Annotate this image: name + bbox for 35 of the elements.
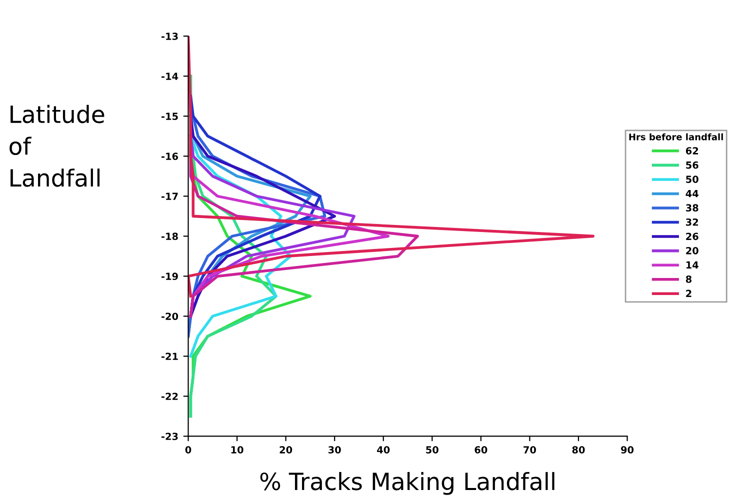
x-tick-label: 90 [620, 446, 634, 454]
y-tick-label: -20 [161, 312, 178, 320]
legend-label: 62 [686, 147, 698, 154]
y-tick-label: -22 [161, 392, 178, 400]
y-tick-label: -15 [161, 112, 178, 120]
legend-label: 32 [686, 218, 698, 226]
legend-label: 44 [686, 190, 698, 198]
y-tick-label: -14 [161, 72, 178, 80]
y-tick-label: -23 [161, 432, 178, 440]
x-tick-label: 0 [185, 446, 192, 454]
legend-label: 14 [686, 261, 698, 268]
x-tick-label: 60 [474, 446, 488, 454]
legend-label: 20 [686, 246, 698, 254]
y-tick-label: -13 [161, 32, 178, 40]
x-tick-label: 70 [524, 446, 536, 454]
y-tick-label: -16 [161, 152, 178, 160]
legend-label: 38 [686, 204, 698, 212]
x-tick-label: 30 [328, 446, 341, 454]
x-tick-label: 20 [280, 446, 292, 454]
x-tick-label: 10 [231, 446, 244, 454]
legend-title: Hrs before landfall [629, 133, 723, 140]
legend-label: 2 [686, 290, 692, 298]
x-tick-label: 40 [377, 446, 390, 454]
x-axis-title: % Tracks Making Landfall [260, 472, 554, 495]
y-tick-label: -17 [161, 192, 178, 200]
y-tick-label: -18 [161, 232, 178, 240]
y-tick-label: -19 [161, 272, 178, 280]
x-tick-label: 50 [426, 446, 438, 454]
y-tick-label: -21 [161, 352, 178, 360]
x-tick-label: 80 [572, 446, 585, 454]
legend-label: 26 [686, 232, 698, 240]
y-axis-title: Latitude of Landfall [10, 104, 104, 187]
legend-label: 50 [686, 176, 698, 183]
legend-label: 8 [686, 276, 692, 283]
legend-label: 56 [686, 161, 698, 169]
